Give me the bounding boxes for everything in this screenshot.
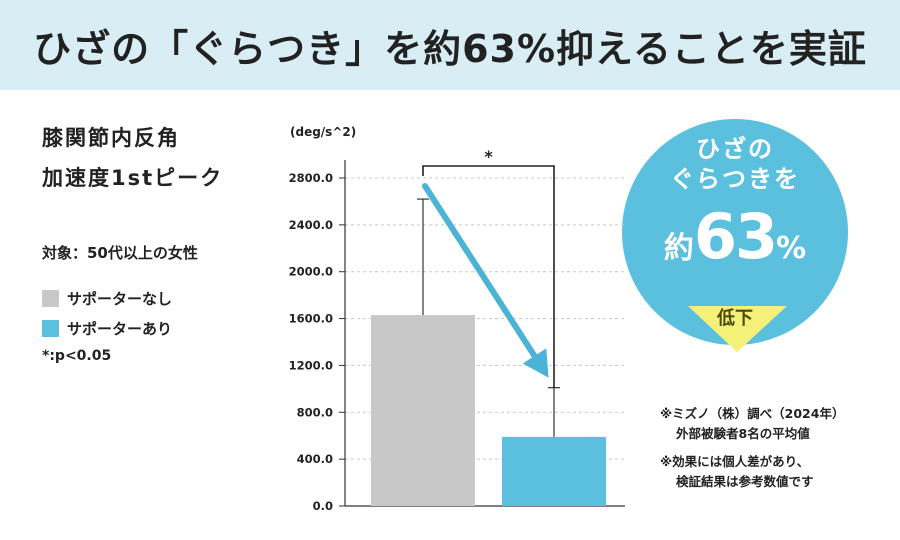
note-source-line1: ※ミズノ（株）調べ（2024年） <box>660 406 845 421</box>
badge-drop-label: 低下 <box>717 308 753 329</box>
y-tick-label: 2000.0 <box>289 265 333 279</box>
metric-label-line2: 加速度1stピーク <box>42 166 224 190</box>
legend-entry-with: サポーターあり <box>42 313 172 343</box>
y-tick-label: 800.0 <box>297 405 333 419</box>
y-tick-label: 0.0 <box>313 499 333 513</box>
note-disclaimer-line2: 検証結果は参考数値です <box>676 474 814 489</box>
significance-note: *:p<0.05 <box>42 348 112 364</box>
header-banner: ひざの「ぐらつき」を約63%抑えることを実証 <box>0 0 900 90</box>
note-source-line2: 外部被験者8名の平均値 <box>676 426 810 441</box>
footnotes: ※ミズノ（株）調べ（2024年） 外部被験者8名の平均値 ※効果には個人差があり… <box>660 404 844 492</box>
badge-title: ひざの ぐらつきを <box>630 134 840 194</box>
legend-entry-without: サポーターなし <box>42 283 172 313</box>
bar-with-supporter <box>502 436 606 506</box>
badge-unit: % <box>776 231 807 266</box>
badge-percentage: 約63% <box>630 200 840 273</box>
bar-without-supporter <box>371 315 475 506</box>
subject-label: 対象：50代以上の女性 <box>42 244 198 262</box>
y-tick-label: 400.0 <box>297 452 333 466</box>
y-tick-label: 1600.0 <box>289 312 333 326</box>
badge-arrow-front <box>688 306 787 352</box>
legend-swatch-with <box>42 319 59 337</box>
trend-arrow-shaft <box>422 183 544 369</box>
badge-title-line2: ぐらつきを <box>670 165 800 193</box>
metric-label: 膝関節内反角 加速度1stピーク <box>42 118 223 198</box>
legend-swatch-without <box>42 289 59 307</box>
significance-marker: * <box>484 147 493 166</box>
legend-label-with: サポーターあり <box>67 319 173 338</box>
badge-circle <box>622 119 848 345</box>
y-axis-unit-label: (deg/s^2) <box>290 125 356 139</box>
y-tick-label: 1200.0 <box>289 358 333 372</box>
y-tick-label: 2400.0 <box>289 218 333 232</box>
y-tick-label: 2800.0 <box>289 171 333 185</box>
page-title: ひざの「ぐらつき」を約63%抑えることを実証 <box>33 26 867 71</box>
significance-bracket <box>422 165 555 388</box>
metric-label-line1: 膝関節内反角 <box>42 126 180 150</box>
badge-title-line1: ひざの <box>696 135 774 163</box>
legend-label-without: サポーターなし <box>67 289 173 308</box>
badge-prefix: 約 <box>663 231 694 266</box>
trend-arrow-head <box>522 348 549 378</box>
note-disclaimer-line1: ※効果には個人差があり、 <box>660 454 810 469</box>
badge-value: 63 <box>693 200 778 273</box>
chart-legend: サポーターなし サポーターあり <box>42 283 172 343</box>
